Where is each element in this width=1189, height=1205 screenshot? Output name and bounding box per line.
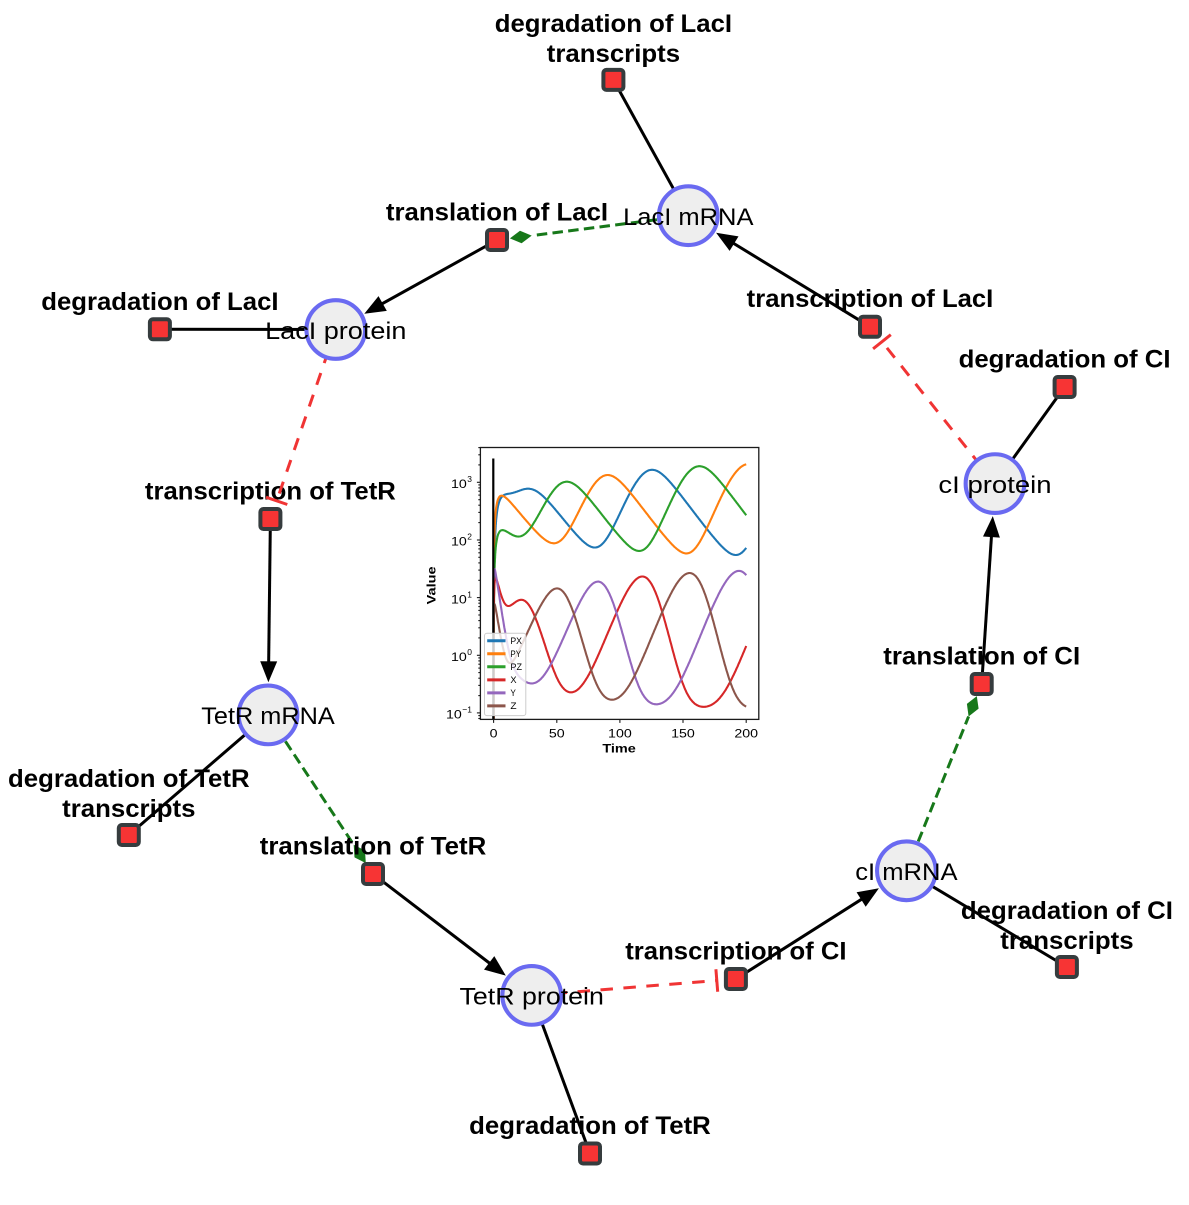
svg-text:10: 10 [451, 535, 467, 549]
svg-text:degradation of LacI: degradation of LacI [495, 10, 732, 38]
svg-text:50: 50 [549, 726, 565, 740]
svg-text:10: 10 [451, 650, 467, 664]
svg-text:1: 1 [467, 589, 472, 599]
svg-text:transcription of CI: transcription of CI [625, 938, 846, 966]
svg-text:10: 10 [451, 477, 467, 491]
svg-text:LacI mRNA: LacI mRNA [623, 204, 754, 231]
svg-text:degradation of CI: degradation of CI [959, 346, 1171, 374]
svg-text:PX: PX [510, 636, 522, 646]
svg-text:translation of LacI: translation of LacI [386, 199, 608, 227]
svg-text:degradation of TetR: degradation of TetR [8, 765, 250, 793]
svg-text:Time: Time [602, 742, 636, 756]
svg-text:translation of TetR: translation of TetR [260, 833, 487, 861]
svg-text:transcription of LacI: transcription of LacI [747, 285, 994, 313]
svg-text:transcripts: transcripts [62, 795, 195, 823]
svg-text:transcripts: transcripts [1000, 927, 1133, 955]
svg-text:3: 3 [467, 474, 472, 484]
svg-text:0: 0 [490, 726, 498, 740]
svg-text:150: 150 [671, 726, 695, 740]
svg-text:200: 200 [734, 726, 758, 740]
svg-text:LacI protein: LacI protein [265, 318, 406, 345]
svg-text:cI mRNA: cI mRNA [855, 859, 958, 886]
svg-text:100: 100 [608, 726, 632, 740]
svg-text:transcripts: transcripts [547, 40, 680, 68]
svg-text:transcription of TetR: transcription of TetR [145, 478, 396, 506]
svg-text:Value: Value [425, 566, 439, 604]
svg-text:X: X [510, 675, 516, 685]
svg-text:10: 10 [446, 708, 462, 722]
svg-text:Y: Y [510, 688, 516, 698]
svg-text:TetR mRNA: TetR mRNA [201, 703, 335, 730]
svg-text:−1: −1 [462, 705, 472, 715]
svg-text:cI protein: cI protein [938, 472, 1051, 499]
svg-text:degradation of LacI: degradation of LacI [41, 288, 278, 316]
svg-text:PZ: PZ [510, 662, 522, 672]
svg-text:0: 0 [467, 647, 472, 657]
svg-text:10: 10 [451, 592, 467, 606]
svg-text:PY: PY [510, 649, 521, 659]
svg-text:degradation of TetR: degradation of TetR [469, 1112, 711, 1140]
svg-text:Z: Z [510, 701, 517, 711]
svg-text:2: 2 [467, 532, 472, 542]
svg-text:TetR protein: TetR protein [460, 984, 604, 1011]
